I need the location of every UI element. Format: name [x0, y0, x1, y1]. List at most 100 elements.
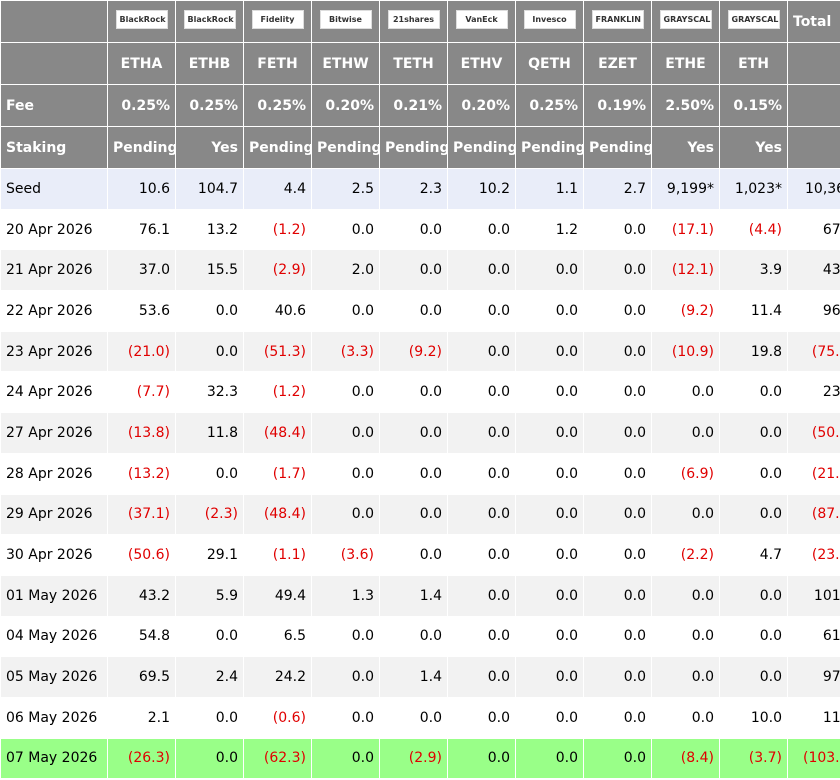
flow-row: 27 Apr 2026 (13.8) 11.8 (48.4) 0.0 0.0 0.0 0.0 0… [0, 412, 840, 454]
logo-cell: VanEck [447, 0, 516, 43]
flow-value: 10.0 [719, 696, 788, 739]
flow-value: 0.0 [515, 412, 584, 454]
flow-value: 0.0 [583, 452, 652, 495]
fee-value: 0.19% [583, 84, 652, 127]
flow-value: (4.4) [719, 208, 788, 251]
staking-value: Pending [447, 126, 516, 169]
flow-value: 2.1 [107, 696, 176, 739]
flow-value: 4.7 [719, 534, 788, 576]
flow-value: 0.0 [447, 493, 516, 536]
issuer-logo: GRAYSCALE [659, 10, 712, 29]
flow-value: (7.7) [107, 371, 176, 414]
flow-row: 06 May 2026 2.1 0.0 (0.6) 0.0 0.0 0.0 0.0 0.0 0.0… [0, 696, 840, 739]
logo-row: BlackRock BlackRock Fidelity Bitwise 21share… [0, 0, 840, 43]
staking-row: Staking Pending Yes Pending Pending Pending Pe… [0, 126, 840, 169]
flow-value: 0.0 [583, 412, 652, 454]
corner-cell [0, 0, 108, 43]
flow-value: (62.3) [243, 737, 312, 780]
issuer-logo: GRAYSCALE [727, 10, 780, 29]
flow-value: 0.0 [515, 371, 584, 414]
flow-value: (2.2) [651, 534, 720, 576]
flow-value: 61.3 [787, 615, 840, 658]
ticker: ETH [719, 42, 788, 85]
logo-cell: BlackRock [175, 0, 244, 43]
flow-value: 43.2 [107, 574, 176, 617]
flow-value: 19.8 [719, 330, 788, 373]
flow-value: 9,199* [651, 168, 720, 210]
ticker-row: ETHA ETHB FETH ETHW TETH ETHV QETH EZET ETHE ETH [0, 42, 840, 85]
flow-value: 76.1 [107, 208, 176, 251]
flow-value: (21.8) [787, 452, 840, 495]
flow-value: (50.6) [107, 534, 176, 576]
flow-value: 101.2 [787, 574, 840, 617]
flow-value: (0.6) [243, 696, 312, 739]
flow-value: 0.0 [583, 534, 652, 576]
flow-value: 1.1 [515, 168, 584, 210]
flow-value: 0.0 [719, 493, 788, 536]
flow-value: 2.5 [311, 168, 380, 210]
flow-value: 1.2 [515, 208, 584, 251]
flow-value: 0.0 [447, 656, 516, 698]
flow-value: (6.9) [651, 452, 720, 495]
empty-cell [787, 84, 840, 127]
flow-value: 43.4 [787, 249, 840, 292]
flow-value: 0.0 [379, 534, 448, 576]
fee-row: Fee 0.25% 0.25% 0.25% 0.20% 0.21% 0.20% 0.25% 0.… [0, 84, 840, 127]
flow-value: 0.0 [379, 412, 448, 454]
flow-value: (13.2) [107, 452, 176, 495]
empty-cell [787, 42, 840, 85]
flow-value: 1.4 [379, 656, 448, 698]
flow-value: 0.0 [651, 696, 720, 739]
flow-value: 0.0 [719, 452, 788, 495]
staking-value: Pending [515, 126, 584, 169]
fee-value: 2.50% [651, 84, 720, 127]
flow-value: (2.9) [243, 249, 312, 292]
flow-value: 67.8 [787, 208, 840, 251]
flow-value: (87.8) [787, 493, 840, 536]
staking-value: Pending [379, 126, 448, 169]
date-label: Seed [0, 168, 108, 210]
flow-value: 1,023* [719, 168, 788, 210]
flow-value: 0.0 [583, 696, 652, 739]
flow-value: 69.5 [107, 656, 176, 698]
total-header: Total [787, 0, 840, 43]
flow-value: 0.0 [651, 412, 720, 454]
flow-row: 01 May 2026 43.2 5.9 49.4 1.3 1.4 0.0 0.0 0.0 0.0… [0, 574, 840, 617]
date-label: 06 May 2026 [0, 696, 108, 739]
flow-value: 0.0 [311, 208, 380, 251]
staking-value: Yes [175, 126, 244, 169]
flow-value: 0.0 [175, 452, 244, 495]
fee-value: 0.20% [447, 84, 516, 127]
flow-value: 0.0 [583, 615, 652, 658]
flow-value: 0.0 [515, 330, 584, 373]
flow-value: 0.0 [311, 696, 380, 739]
flow-value: (2.3) [175, 493, 244, 536]
flow-value: 0.0 [515, 737, 584, 780]
ticker: TETH [379, 42, 448, 85]
flow-value: 0.0 [447, 737, 516, 780]
flow-value: (13.8) [107, 412, 176, 454]
flow-value: (2.9) [379, 737, 448, 780]
ticker: ETHE [651, 42, 720, 85]
flow-row: 20 Apr 2026 76.1 13.2 (1.2) 0.0 0.0 0.0 1.2 0.0(… [0, 208, 840, 251]
flow-value: (10.9) [651, 330, 720, 373]
ticker: ETHW [311, 42, 380, 85]
flow-value: 40.6 [243, 290, 312, 332]
flow-row: 21 Apr 2026 37.0 15.5 (2.9) 2.0 0.0 0.0 0.0 0.0(… [0, 249, 840, 292]
flow-row: 07 May 2026 (26.3) 0.0 (62.3) 0.0 (2.9) 0.0 0.0… [0, 737, 840, 780]
fee-value: 0.25% [175, 84, 244, 127]
flow-value: 97.5 [787, 656, 840, 698]
fee-value: 0.25% [515, 84, 584, 127]
flow-value: (9.2) [379, 330, 448, 373]
flow-row: 05 May 2026 69.5 2.4 24.2 0.0 1.4 0.0 0.0 0.0 0.0… [0, 656, 840, 698]
flow-value: 0.0 [175, 615, 244, 658]
issuer-logo: 21shares [387, 10, 440, 29]
flow-value: (1.2) [243, 371, 312, 414]
staking-value: Pending [107, 126, 176, 169]
flow-value: 0.0 [651, 493, 720, 536]
flow-value: 54.8 [107, 615, 176, 658]
flow-value: 2.0 [311, 249, 380, 292]
empty-cell [787, 126, 840, 169]
flow-value: 32.3 [175, 371, 244, 414]
flow-value: 23.4 [787, 371, 840, 414]
